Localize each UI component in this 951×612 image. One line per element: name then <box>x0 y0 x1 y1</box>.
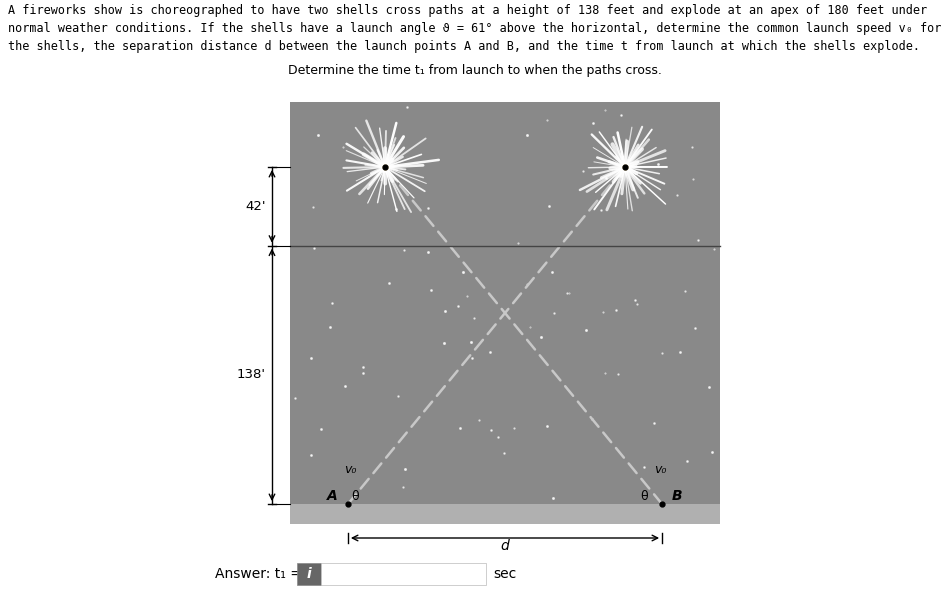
Text: sec: sec <box>493 567 516 581</box>
Text: 138': 138' <box>237 368 266 381</box>
Text: v₀: v₀ <box>653 463 666 476</box>
Bar <box>321 563 486 585</box>
Text: 42': 42' <box>245 200 266 213</box>
Bar <box>290 504 720 524</box>
Text: d: d <box>500 539 510 553</box>
Text: Answer: t₁ =: Answer: t₁ = <box>215 567 306 581</box>
Text: i: i <box>306 567 311 581</box>
Text: A fireworks show is choreographed to have two shells cross paths at a height of : A fireworks show is choreographed to hav… <box>8 4 927 17</box>
Text: θ: θ <box>640 490 648 503</box>
Bar <box>297 563 321 585</box>
Text: A: A <box>327 489 338 503</box>
Text: θ: θ <box>351 490 359 503</box>
Text: B: B <box>672 489 683 503</box>
Bar <box>290 102 720 524</box>
Text: v₀: v₀ <box>344 463 357 476</box>
Text: the shells, the separation distance d between the launch points A and B, and the: the shells, the separation distance d be… <box>8 40 920 53</box>
Text: Determine the time t₁ from launch to when the paths cross.: Determine the time t₁ from launch to whe… <box>288 64 662 77</box>
Text: normal weather conditions. If the shells have a launch angle ϑ = 61° above the h: normal weather conditions. If the shells… <box>8 22 941 35</box>
